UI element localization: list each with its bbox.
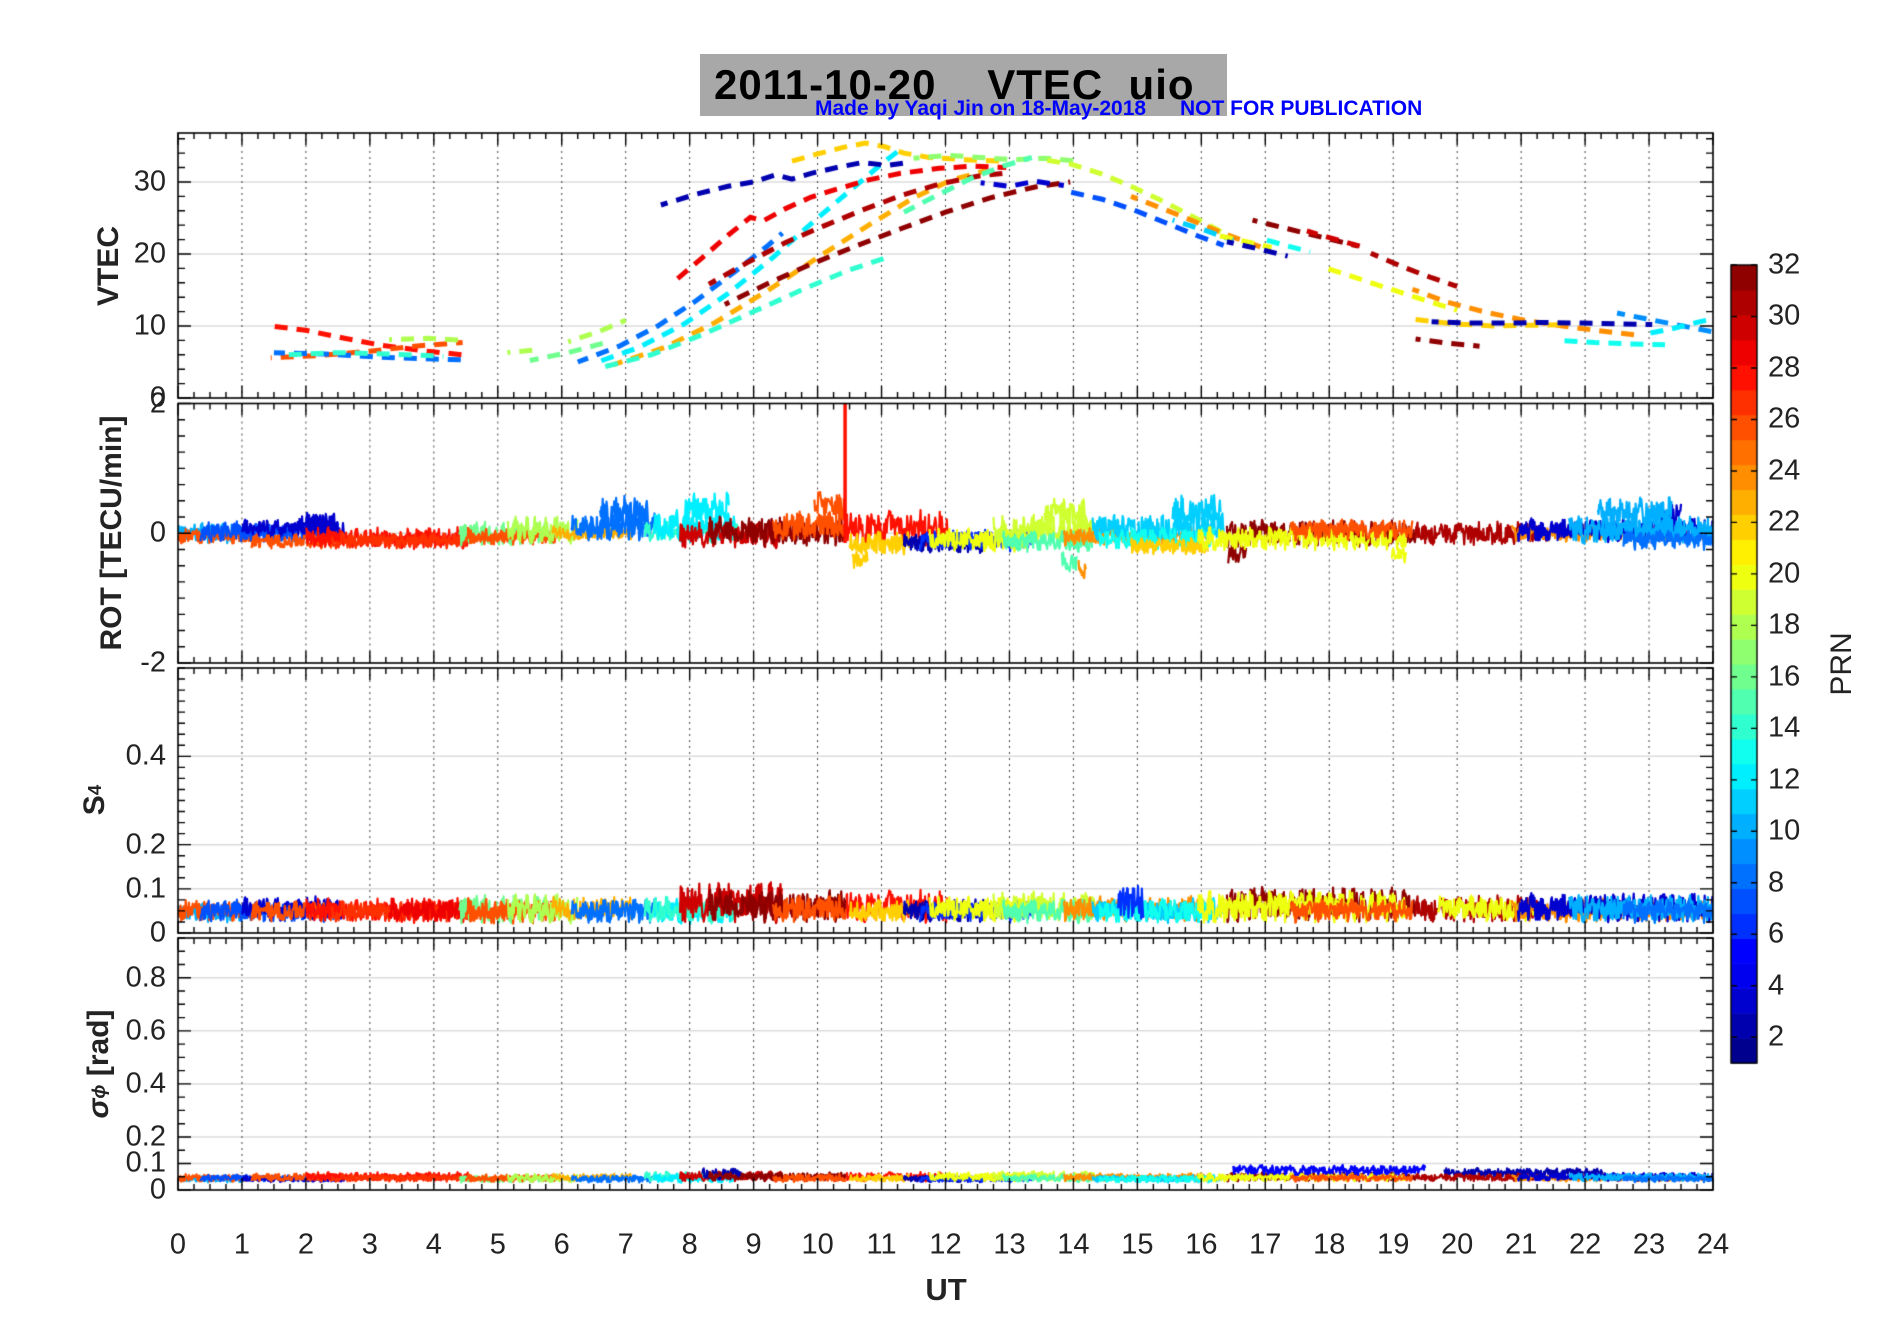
x-tick-label: 18	[1313, 1228, 1346, 1261]
vtec-y-tick-label: 10	[133, 309, 166, 342]
x-tick-label: 22	[1568, 1228, 1602, 1261]
colorbar-tick-label: 2	[1768, 1020, 1785, 1053]
colorbar-tick-label: 4	[1768, 969, 1785, 1002]
x-tick-label: 13	[993, 1228, 1026, 1261]
x-axis-label: UT	[925, 1272, 967, 1307]
x-tick-label: 10	[801, 1228, 834, 1261]
x-tick-label: 15	[1121, 1228, 1154, 1261]
colorbar-tick-label: 10	[1768, 814, 1801, 847]
sigma-label-unit: [rad]	[82, 1009, 115, 1085]
x-tick-label: 21	[1504, 1228, 1538, 1261]
colorbar-tick-label: 20	[1768, 557, 1801, 590]
colorbar-tick-label: 32	[1768, 248, 1801, 281]
colorbar-tick-label: 6	[1768, 917, 1785, 950]
s4-y-tick-label: 0.2	[125, 828, 166, 861]
rot-y-tick-label: 2	[149, 387, 166, 419]
sigma_phi-y-tick-label: 0	[149, 1173, 166, 1206]
x-tick-label: 19	[1377, 1228, 1410, 1261]
x-tick-label: 3	[361, 1228, 378, 1261]
sigma_phi-y-tick-label: 0.6	[125, 1014, 166, 1047]
x-tick-label: 8	[681, 1228, 698, 1261]
x-tick-label: 24	[1696, 1228, 1730, 1261]
x-tick-label: 17	[1249, 1228, 1282, 1261]
colorbar-tick-label: 22	[1768, 505, 1801, 538]
s4-label-main: S	[78, 795, 111, 816]
colorbar-tick-label: 28	[1768, 351, 1801, 384]
x-tick-label: 9	[745, 1228, 762, 1261]
vtec-y-tick-label: 30	[133, 165, 166, 198]
rot-ylabel-wrap: ROT [TECU/min]	[0, 416, 362, 651]
publication-notice: NOT FOR PUBLICATION	[1180, 97, 1423, 120]
colorbar-label: PRN	[1825, 632, 1858, 696]
page-title: 2011-10-20 VTEC uio	[714, 61, 1195, 108]
colorbar-tick-label: 12	[1768, 763, 1801, 796]
x-tick-label: 16	[1185, 1228, 1218, 1261]
prn-label-wrap: PRN	[1592, 632, 1902, 695]
rot-y-tick-label: -2	[140, 646, 166, 679]
sigma-label-symbol: σ	[82, 1098, 115, 1119]
s4-label-sub: 4	[84, 784, 105, 796]
colorbar-tick-label: 24	[1768, 454, 1801, 487]
colorbar-tick-label: 8	[1768, 866, 1785, 899]
sigma_phi-y-tick-label: 0.1	[125, 1146, 166, 1179]
s4-y-tick-label: 0.1	[125, 872, 166, 905]
x-tick-label: 5	[489, 1228, 506, 1261]
x-tick-label: 4	[425, 1228, 442, 1261]
s4-y-tick-label: 0.4	[125, 739, 166, 772]
x-tick-label: 23	[1632, 1228, 1666, 1261]
colorbar-tick-label: 26	[1768, 402, 1801, 435]
colorbar-tick-label: 30	[1768, 299, 1801, 332]
colorbar-tick-label: 14	[1768, 711, 1801, 744]
sigma_phi-y-tick-label: 0.2	[125, 1120, 166, 1153]
sigma-label-sub: ϕ	[88, 1084, 109, 1099]
vtec-ylabel-wrap: VTEC	[0, 226, 359, 306]
colorbar-tick-label: 16	[1768, 660, 1801, 693]
x-tick-label: 2	[297, 1228, 314, 1261]
x-tick-label: 14	[1057, 1228, 1090, 1261]
x-tick-label: 11	[866, 1228, 897, 1261]
vtec-y-tick-label: 0	[149, 381, 166, 414]
x-tick-label: 12	[929, 1228, 962, 1261]
vtec-y-tick-label: 20	[133, 237, 166, 270]
x-tick-label: 1	[233, 1228, 251, 1261]
sigma_phi-y-tick-label: 0.4	[125, 1067, 166, 1100]
credit-text: Made by Yaqi Jin on 18-May-2018	[815, 97, 1147, 120]
sigma_phi-y-tick-label: 0.8	[125, 961, 166, 994]
title-box: 2011-10-20 VTEC uio	[700, 54, 1227, 116]
x-tick-label: 0	[169, 1228, 187, 1261]
s4-y-tick-label: 0	[149, 916, 166, 949]
x-tick-label: 6	[553, 1228, 570, 1261]
x-tick-label: 7	[617, 1228, 634, 1261]
rot-y-tick-label: 0	[149, 516, 166, 549]
x-tick-label: 20	[1441, 1228, 1474, 1261]
colorbar-tick-label: 18	[1768, 608, 1801, 641]
